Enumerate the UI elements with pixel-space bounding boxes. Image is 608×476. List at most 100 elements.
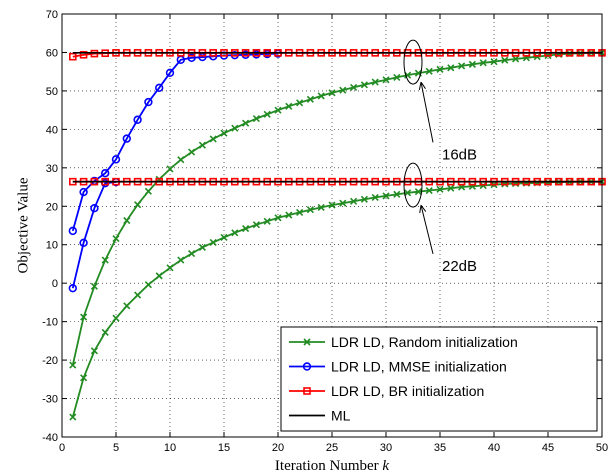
ticks: 0 5 10 15 20 25 30 35 40 45 50 -40 -30 -20 -10 0 10 20 30 4… [42,9,608,454]
data-point [274,214,282,222]
data-point [90,347,98,355]
data-point [447,184,455,192]
data-point [252,221,260,229]
legend-marker [302,362,312,371]
data-point [360,195,368,203]
data-point [371,78,379,86]
data-point [447,64,455,72]
y-axis-label: Objective Value [15,177,31,273]
data-point [404,189,412,197]
data-point [69,52,77,61]
x-tick-label: 35 [434,442,446,454]
data-point [80,313,88,321]
data-point [209,238,217,246]
data-point [296,99,304,107]
data-point [306,95,314,103]
data-point [458,62,466,70]
data-point [198,243,206,251]
series-line [71,52,279,232]
y-tick-label: 50 [46,86,58,98]
series-16dB-x [69,49,606,369]
data-point [339,86,347,94]
data-point [425,186,433,195]
data-point [90,282,98,290]
data-point [468,60,476,68]
annotation-ellipse [403,162,423,208]
x-tick-label: 45 [542,442,554,454]
data-point [79,238,88,248]
legend-label: LDR LD, MMSE initialization [331,359,507,375]
y-tick-label: -40 [42,432,58,444]
data-point [144,187,152,195]
data-point [393,73,401,82]
series-16dB-o [68,49,283,236]
data-point [231,229,239,237]
data-point [436,185,444,193]
legend-entry: LDR LD, BR initialization [289,383,484,399]
data-point [198,141,206,149]
data-point [188,148,196,156]
data-point [188,250,196,258]
data-point [328,89,336,97]
legend-box [280,326,598,432]
data-point [69,361,77,369]
data-point [90,203,99,213]
data-point [79,50,88,59]
data-point [155,83,164,93]
data-point [501,56,509,64]
x-tick-label: 25 [326,442,338,454]
data-point [285,102,293,110]
data-point [328,201,336,209]
y-tick-label: 70 [46,9,58,21]
x-tick-label: 50 [596,442,608,454]
y-tick-label: 40 [46,124,58,136]
y-tick-label: -20 [42,355,58,367]
data-point [177,256,185,264]
y-tick-label: 60 [46,47,58,59]
x-tick-label: 20 [272,442,284,454]
data-point [80,374,88,382]
data-point [350,197,358,205]
data-point [263,110,271,118]
legend: LDR LD, Random initialization LDR LD, MMS… [280,326,598,432]
data-point [123,216,131,225]
data-point [220,233,228,241]
data-point [274,106,282,114]
data-point [360,81,368,89]
data-point [79,187,88,197]
annotation-label: 22dB [442,258,477,275]
data-point [100,169,110,178]
data-point [350,83,358,92]
data-point [134,291,142,299]
data-point [339,199,347,207]
data-point [220,129,228,137]
data-point [133,115,142,124]
data-point [479,59,487,67]
data-point [512,55,520,63]
series-line [71,51,602,366]
data-point [155,272,163,280]
annotation-arrow [420,81,434,143]
data-point [123,302,131,310]
data-point [166,264,174,272]
data-point [371,193,379,201]
data-point [382,192,390,200]
data-point [242,119,250,127]
data-point [69,413,77,421]
data-point [252,115,260,123]
y-tick-label: -10 [42,317,58,329]
annotation-label: 16dB [442,146,477,163]
data-point [285,211,293,219]
data-point [317,203,325,211]
annotations: 16dB 22dB [403,39,477,275]
data-point [122,134,132,143]
data-point [436,65,444,73]
data-point [144,97,153,107]
data-point [263,217,271,225]
data-point [101,256,109,264]
data-point [209,135,217,143]
data-point [166,165,174,173]
data-point [144,281,152,289]
data-point [242,225,250,233]
